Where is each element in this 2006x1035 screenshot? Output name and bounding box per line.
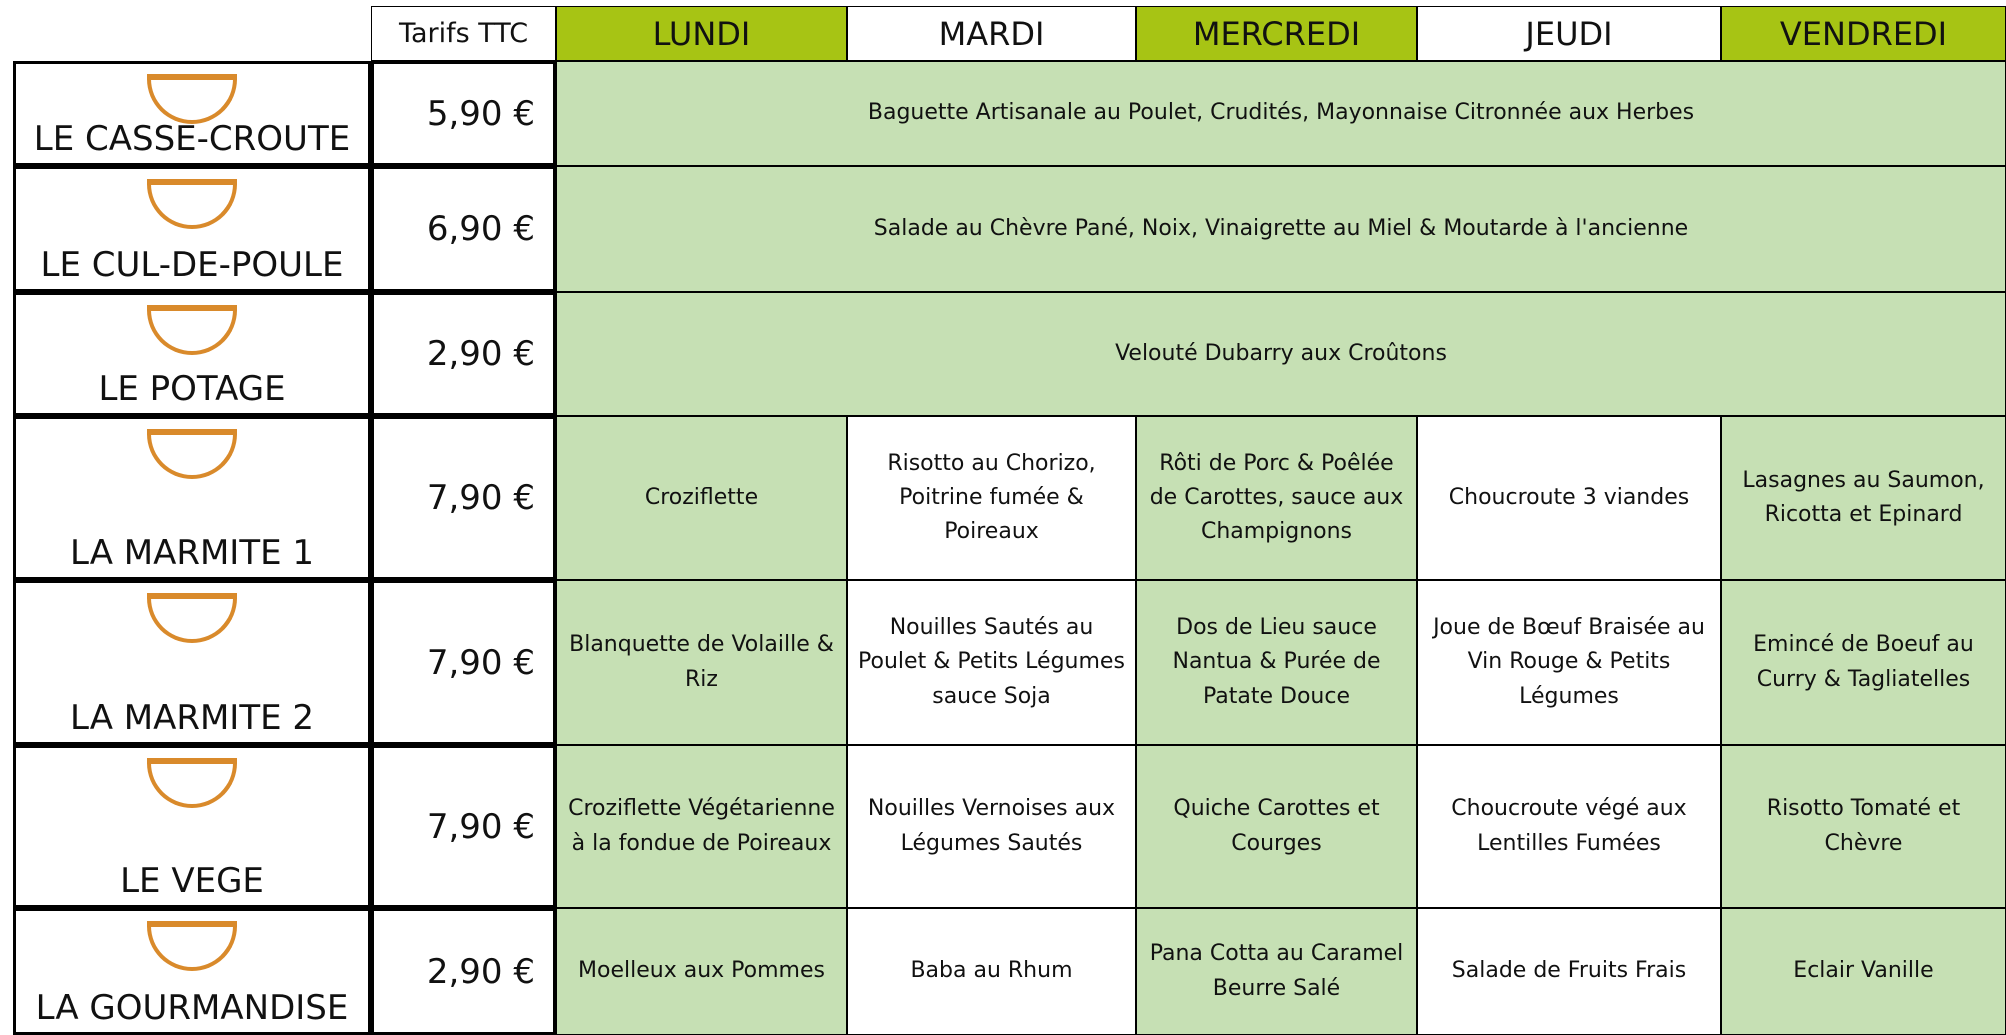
dish-text: Baba au Rhum — [910, 958, 1073, 984]
price: 7,90 € — [371, 416, 556, 580]
dish: Croziflette — [556, 416, 847, 580]
price: 7,90 € — [371, 580, 556, 745]
price: 5,90 € — [371, 61, 556, 166]
dish-text: Nouilles Vernoises aux Légumes Sautés — [867, 796, 1116, 856]
dish-text: Croziflette Végétarienne à la fondue de … — [568, 796, 835, 856]
category-icon — [147, 74, 237, 124]
dish: Croziflette Végétarienne à la fondue de … — [556, 745, 847, 908]
dish-text: Choucroute végé aux Lentilles Fumées — [1451, 796, 1687, 856]
dish-category-text: LE CUL-DE-POULE — [40, 245, 344, 285]
price: 7,90 € — [371, 745, 556, 908]
dish-category: LE VEGE — [13, 745, 371, 908]
dish: Salade de Fruits Frais — [1417, 908, 1721, 1035]
dish: Eclair Vanille — [1721, 908, 2006, 1035]
dish: Moelleux aux Pommes — [556, 908, 847, 1035]
dish-category-text: LA MARMITE 1 — [69, 533, 315, 573]
dish: Quiche Carottes et Courges — [1136, 745, 1417, 908]
dish-text: Risotto au Chorizo, Poitrine fumée & Poi… — [887, 450, 1096, 545]
category-icon — [147, 179, 237, 229]
dish-text: Moelleux aux Pommes — [578, 958, 825, 984]
price: 6,90 € — [371, 166, 556, 292]
day-header-text: LUNDI — [652, 14, 751, 53]
price-text: 6,90 € — [426, 209, 535, 249]
price-text: 7,90 € — [426, 806, 535, 847]
dish: Choucroute 3 viandes — [1417, 416, 1721, 580]
dish: Baba au Rhum — [847, 908, 1136, 1035]
dish-text: Blanquette de Volaille & Riz — [569, 632, 834, 692]
dish: Emincé de Boeuf au Curry & Tagliatelles — [1721, 580, 2006, 745]
dish-text: Risotto Tomaté et Chèvre — [1766, 796, 1961, 856]
day-header-text: JEUDI — [1525, 14, 1613, 53]
dish-category: LA MARMITE 1 — [13, 416, 371, 580]
dish-text: Emincé de Boeuf au Curry & Tagliatelles — [1753, 632, 1974, 692]
dish: Risotto Tomaté et Chèvre — [1721, 745, 2006, 908]
dish: Salade au Chèvre Pané, Noix, Vinaigrette… — [556, 166, 2006, 292]
day-header: LUNDI — [556, 6, 847, 61]
price-text: 2,90 € — [426, 334, 535, 374]
dish-text: Salade au Chèvre Pané, Noix, Vinaigrette… — [873, 215, 1689, 241]
price-header-text: Tarifs TTC — [398, 18, 529, 49]
dish-category: LA GOURMANDISE — [13, 908, 371, 1035]
dish: Nouilles Vernoises aux Légumes Sautés — [847, 745, 1136, 908]
category-icon — [147, 305, 237, 355]
dish-text: Velouté Dubarry aux Croûtons — [1115, 340, 1447, 366]
dish-category-text: LA MARMITE 2 — [69, 698, 315, 738]
day-header-text: VENDREDI — [1779, 14, 1948, 53]
day-header: JEUDI — [1417, 6, 1721, 61]
dish-category-text: LA GOURMANDISE — [35, 988, 349, 1028]
dish-category: LA MARMITE 2 — [13, 580, 371, 745]
category-icon — [147, 921, 237, 971]
dish: Baguette Artisanale au Poulet, Crudités,… — [556, 61, 2006, 166]
price-text: 5,90 € — [426, 93, 535, 134]
dish: Dos de Lieu sauce Nantua & Purée de Pata… — [1136, 580, 1417, 745]
dish-text: Choucroute 3 viandes — [1448, 484, 1690, 510]
day-header-text: MERCREDI — [1192, 14, 1361, 53]
price: 2,90 € — [371, 908, 556, 1035]
price-text: 7,90 € — [426, 642, 535, 683]
day-header: MERCREDI — [1136, 6, 1417, 61]
day-header: MARDI — [847, 6, 1136, 61]
dish: Blanquette de Volaille & Riz — [556, 580, 847, 745]
dish: Joue de Bœuf Braisée au Vin Rouge & Peti… — [1417, 580, 1721, 745]
dish: Velouté Dubarry aux Croûtons — [556, 292, 2006, 416]
dish-text: Joue de Bœuf Braisée au Vin Rouge & Peti… — [1433, 615, 1705, 709]
dish-text: Rôti de Porc & Poêlée de Carottes, sauce… — [1149, 450, 1404, 545]
dish: Pana Cotta au Caramel Beurre Salé — [1136, 908, 1417, 1035]
day-header: VENDREDI — [1721, 6, 2006, 61]
dish-category-text: LE VEGE — [120, 861, 264, 901]
dish-category: LE CASSE-CROUTE — [13, 61, 371, 166]
dish-category-text: LE POTAGE — [98, 369, 286, 409]
dish: Risotto au Chorizo, Poitrine fumée & Poi… — [847, 416, 1136, 580]
price-text: 2,90 € — [426, 951, 535, 992]
price-text: 7,90 € — [426, 478, 535, 518]
dish: Nouilles Sautés au Poulet & Petits Légum… — [847, 580, 1136, 745]
dish-text: Baguette Artisanale au Poulet, Crudités,… — [867, 100, 1695, 126]
dish-category: LE CUL-DE-POULE — [13, 166, 371, 292]
category-icon — [147, 593, 237, 643]
dish-text: Croziflette — [644, 484, 759, 510]
category-icon — [147, 429, 237, 479]
dish-text: Dos de Lieu sauce Nantua & Purée de Pata… — [1172, 615, 1381, 709]
dish-text: Nouilles Sautés au Poulet & Petits Légum… — [858, 615, 1125, 709]
dish-category: LE POTAGE — [13, 292, 371, 416]
category-icon — [147, 758, 237, 808]
price: 2,90 € — [371, 292, 556, 416]
dish: Rôti de Porc & Poêlée de Carottes, sauce… — [1136, 416, 1417, 580]
dish-text: Salade de Fruits Frais — [1451, 958, 1687, 984]
price-header: Tarifs TTC — [371, 6, 556, 61]
dish-text: Quiche Carottes et Courges — [1173, 796, 1380, 856]
dish-text: Pana Cotta au Caramel Beurre Salé — [1149, 941, 1404, 1001]
dish-category-text: LE CASSE-CROUTE — [33, 119, 351, 159]
dish-text: Lasagnes au Saumon, Ricotta et Epinard — [1742, 467, 1985, 527]
day-header-text: MARDI — [938, 14, 1045, 53]
dish: Lasagnes au Saumon, Ricotta et Epinard — [1721, 416, 2006, 580]
dish: Choucroute végé aux Lentilles Fumées — [1417, 745, 1721, 908]
dish-text: Eclair Vanille — [1793, 958, 1934, 984]
